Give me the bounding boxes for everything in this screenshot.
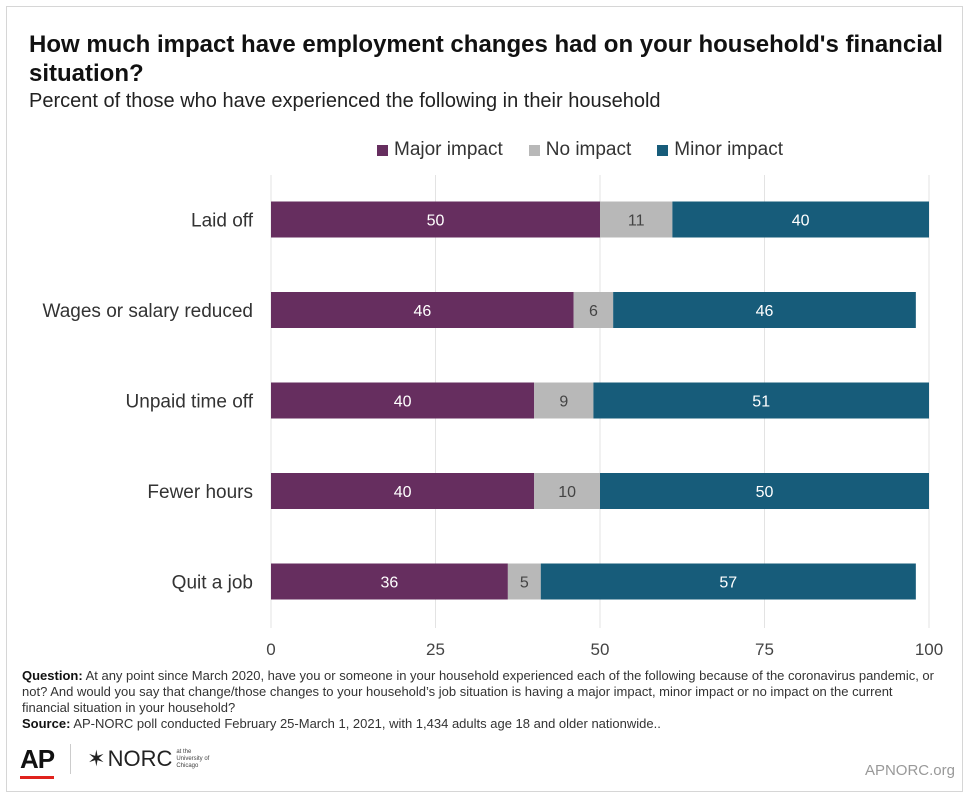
bar-segment-major-impact [271,473,535,509]
bar-segment-major-impact [271,563,508,600]
x-tick-label-25: 25 [426,640,445,659]
data-label: 40 [792,213,810,230]
ap-logo: AP [20,743,55,779]
bar-segment-minor-impact [613,292,916,328]
legend-swatch-minor [657,144,669,156]
chart-frame [6,6,963,792]
data-label: 10 [558,484,576,501]
bar-segment-minor-impact [600,473,929,509]
data-label: 46 [413,303,431,320]
category-label: Wages or salary reduced [42,301,253,322]
x-tick-label-100: 100 [915,640,943,659]
norc-university-text: at the University of Chicago [176,748,210,769]
legend-label-major: Major impact [394,139,503,160]
norc-star-icon: ✶ [87,746,106,771]
norc-logo: ✶ NORC at the University of Chicago [87,746,212,772]
bar-segment-no-impact [507,563,541,600]
data-label: 57 [719,575,737,592]
bar-segment-minor-impact [540,563,916,600]
data-label: 40 [394,394,412,411]
legend-swatch-none [528,144,540,156]
source-text: AP-NORC poll conducted February 25-March… [73,716,661,731]
question-text: At any point since March 2020, have you … [22,668,934,715]
data-label: 9 [559,394,568,411]
x-tick-label-50: 50 [591,640,610,659]
legend-item-minor: Minor impact [657,139,783,161]
data-label: 46 [756,303,774,320]
x-tick-label-75: 75 [755,640,774,659]
legend-label-minor: Minor impact [674,139,784,160]
x-tick-label-0: 0 [266,640,275,659]
bar-segment-no-impact [573,292,614,328]
data-label: 36 [381,575,399,592]
bar-segment-no-impact [534,473,600,509]
category-label: Laid off [191,211,254,232]
footer-logos: AP ✶ NORC at the University of Chicago [20,742,212,779]
question-label: Question: [22,668,83,683]
bar-segment-major-impact [271,201,600,238]
bar-segment-no-impact [600,201,673,238]
question-note: Question: At any point since March 2020,… [22,668,942,716]
category-label: Fewer hours [147,482,253,503]
data-label: 51 [752,394,770,411]
data-label: 50 [427,213,445,230]
chart-title: How much impact have employment changes … [29,31,943,87]
bar-segment-no-impact [534,382,594,419]
stacked-bar-chart: 0 25 50 75 100 Laid off 50 11 40 Wages or salary … [42,175,943,659]
source-url: APNORC.org [864,762,955,779]
logo-divider [70,744,72,774]
legend-label-none: No impact [545,139,632,160]
bar-segment-minor-impact [593,382,929,419]
chart-notes: Question: At any point since March 2020,… [22,668,942,732]
chart-subtitle: Percent of those who have experienced th… [29,90,661,112]
data-label: 5 [520,575,529,592]
data-label: 11 [628,213,645,230]
data-label: 40 [394,484,412,501]
category-label: Unpaid time off [126,392,254,413]
legend-item-none: No impact [528,139,632,161]
bar-segment-minor-impact [672,201,929,238]
source-note: Source: AP-NORC poll conducted February … [22,716,942,732]
data-label: 50 [756,484,774,501]
norc-logo-text: NORC [107,746,173,771]
source-label: Source: [22,716,71,731]
bar-segment-major-impact [271,292,574,328]
data-label: 6 [589,303,598,320]
legend-swatch-major [377,144,388,156]
legend-item-major: Major impact [377,139,503,161]
bar-segment-major-impact [271,382,535,419]
category-label: Quit a job [172,573,253,594]
legend: Major impact No impact Minor impact [377,138,783,162]
